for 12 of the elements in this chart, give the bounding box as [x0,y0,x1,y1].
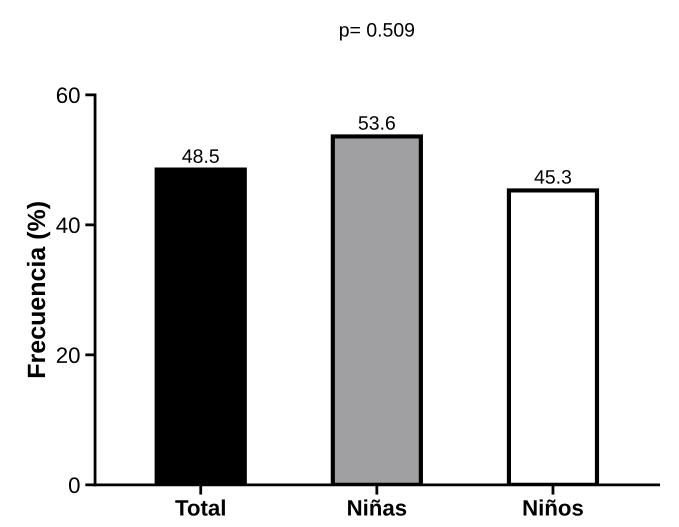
data-label: 45.3 [534,170,572,184]
x-tick-label: Niñas [348,499,406,516]
x-tick-label: Niños [524,499,583,516]
y-tick-label: 40 [56,217,80,234]
y-tick-label: 0 [68,477,80,494]
y-tick-label: 20 [56,347,80,364]
y-axis-title: Frecuencia (%) [26,202,50,378]
data-label: 48.5 [182,149,219,163]
chart-title: p= 0.509 [340,22,414,41]
y-tick-label: 60 [56,87,80,104]
x-tick-label: Total [175,499,225,516]
data-label: 53.6 [358,116,395,130]
